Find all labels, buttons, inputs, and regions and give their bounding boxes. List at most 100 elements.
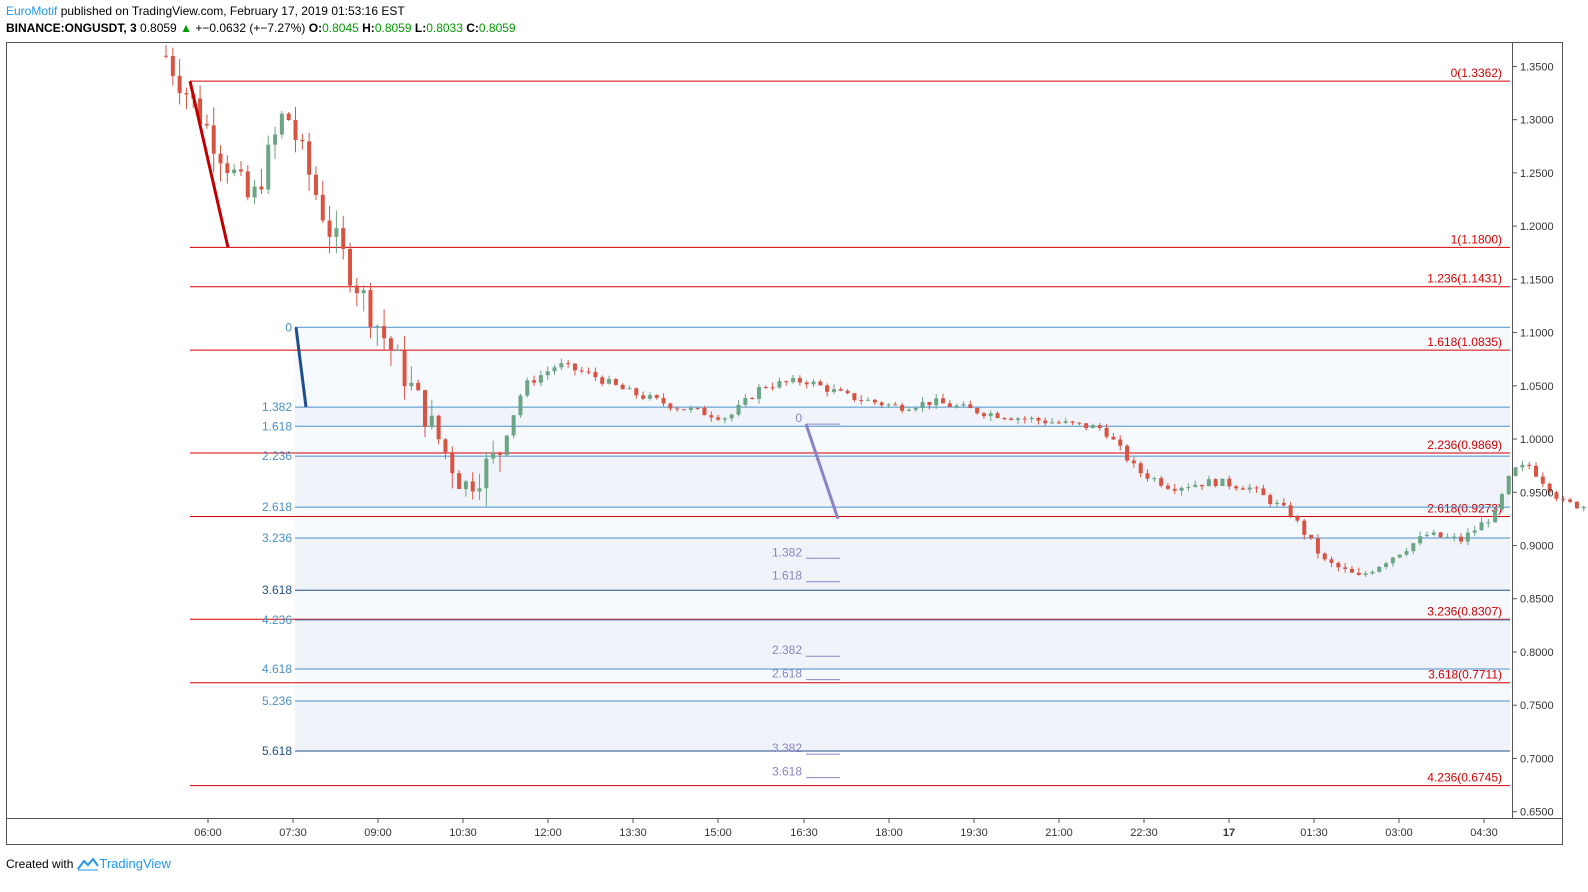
fib-zone (295, 407, 1510, 427)
candle-body (559, 363, 564, 368)
candle-body (872, 399, 877, 403)
fib-red-level-label: 3.618(0.7711) (1428, 668, 1502, 682)
candle-body (1036, 417, 1041, 421)
candle-body (961, 404, 966, 406)
candle-body (1138, 463, 1143, 474)
candle-body (1459, 536, 1464, 542)
fib-zone (295, 590, 1510, 621)
candle-body (743, 397, 748, 405)
candle-body (1336, 562, 1341, 568)
candle-body (791, 378, 796, 383)
candle-body (1574, 501, 1579, 509)
candle-body (1104, 428, 1109, 437)
candle-body (266, 144, 271, 190)
y-tick-label: 0.7000 (1520, 753, 1554, 765)
candle-body (1499, 494, 1504, 510)
candle-body (348, 248, 353, 286)
candle-body (954, 405, 959, 407)
candle-body (184, 93, 189, 95)
candle-body (579, 370, 584, 372)
candle-body (1288, 505, 1293, 517)
fib-purple-level-label: 3.618 (772, 765, 802, 779)
candle-body (545, 371, 550, 376)
candle-body (572, 363, 577, 371)
candle-body (1159, 478, 1164, 486)
candle-body (811, 381, 816, 385)
candle-body (443, 439, 448, 453)
y-tick-label: 0.8000 (1520, 647, 1554, 659)
y-tick-label: 0.8500 (1520, 594, 1554, 606)
author-link[interactable]: EuroMotif (6, 4, 58, 18)
candle-body (1479, 522, 1484, 531)
candle-body (504, 435, 509, 455)
candle-body (702, 407, 707, 416)
chart-frame (6, 42, 1563, 845)
candle-body (913, 407, 918, 410)
candle-body (750, 397, 755, 399)
candle-body (327, 220, 332, 237)
candle-body (1547, 483, 1552, 493)
x-tick-label: 04:30 (1470, 827, 1498, 839)
fib-zone (295, 507, 1510, 539)
candle-body (1125, 445, 1130, 461)
tradingview-brand[interactable]: TradingView (77, 856, 171, 871)
created-with-text: Created with (6, 856, 74, 871)
candle-body (245, 171, 250, 198)
candle-body (463, 481, 468, 489)
candle-body (1247, 487, 1252, 490)
candle-body (1213, 479, 1218, 487)
candle-body (729, 414, 734, 419)
fib-zone (295, 327, 1510, 408)
y-tick-label: 1.3500 (1520, 61, 1554, 73)
x-tick-label: 06:00 (194, 827, 222, 839)
candle-body (613, 378, 618, 385)
candle-body (1186, 487, 1191, 489)
candle-body (1554, 492, 1559, 499)
y-tick-label: 0.6500 (1520, 807, 1554, 819)
candle-body (525, 380, 530, 396)
candle-body (532, 380, 537, 383)
candle-body (1431, 532, 1436, 535)
candle-body (941, 398, 946, 404)
candle-body (1070, 421, 1075, 423)
candle-body (1513, 467, 1518, 476)
y-tick-label: 1.0000 (1520, 434, 1554, 446)
candle-body (1016, 418, 1020, 420)
candle-body (259, 186, 264, 190)
candle-body (279, 113, 284, 135)
candle-body (1363, 573, 1368, 576)
candle-body (470, 481, 475, 492)
candle-body (334, 228, 339, 237)
candle-body (402, 349, 407, 387)
candle-body (1254, 487, 1259, 489)
candle-body (1090, 425, 1095, 429)
candle-body (1077, 422, 1082, 424)
x-tick-label: 16:30 (790, 827, 818, 839)
candle-body (218, 153, 223, 164)
high-label: H: (362, 21, 375, 35)
candle-body (1329, 559, 1334, 563)
y-tick-label: 1.3000 (1520, 115, 1554, 127)
x-tick-label: 01:30 (1300, 827, 1328, 839)
candle-body (423, 390, 428, 427)
candle-body (927, 401, 932, 406)
candle-body (736, 404, 741, 415)
candle-body (1084, 423, 1089, 429)
fib-red-level-label: 0(1.3362) (1451, 66, 1502, 80)
x-tick-label: 15:00 (704, 827, 732, 839)
y-tick-label: 1.1000 (1520, 328, 1554, 340)
fib-blue-level-label: 5.618 (262, 744, 292, 758)
candle-body (198, 98, 203, 124)
candle-body (1043, 420, 1048, 424)
candle-body (1009, 418, 1014, 420)
fib-red-level-label: 1.618(1.0835) (1427, 335, 1502, 349)
candle-body (313, 174, 318, 195)
candle-body (668, 403, 673, 409)
candle-body (368, 290, 373, 328)
candle-body (375, 325, 380, 328)
candle-body (1227, 478, 1232, 487)
candle-body (1220, 478, 1225, 487)
candle-body (484, 458, 489, 489)
candle-body (177, 75, 182, 94)
